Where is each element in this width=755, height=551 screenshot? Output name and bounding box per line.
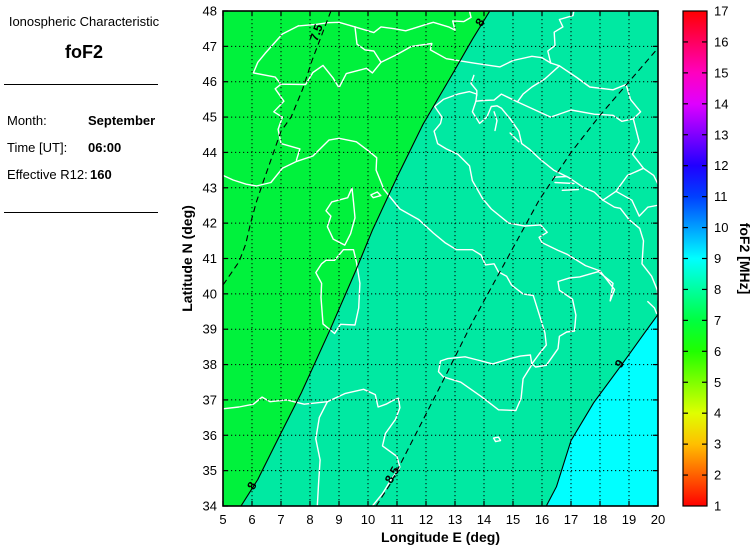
- month-label: Month:: [7, 113, 47, 128]
- r12-value: 160: [90, 167, 112, 182]
- svg-text:11: 11: [390, 512, 404, 527]
- month-value: September: [88, 113, 156, 128]
- svg-text:48: 48: [203, 4, 217, 19]
- svg-text:12: 12: [714, 158, 728, 173]
- sidebar: Ionospheric Characteristic foF2 Month: S…: [0, 0, 178, 551]
- svg-text:5: 5: [714, 375, 721, 390]
- svg-text:10: 10: [361, 512, 375, 527]
- svg-text:6: 6: [714, 344, 721, 359]
- svg-text:7: 7: [714, 313, 721, 328]
- svg-text:19: 19: [622, 512, 636, 527]
- svg-text:37: 37: [203, 392, 217, 407]
- svg-text:9: 9: [714, 251, 721, 266]
- svg-text:34: 34: [203, 499, 217, 514]
- contour-8: [240, 11, 491, 506]
- svg-text:46: 46: [203, 74, 217, 89]
- grid: [223, 11, 658, 506]
- svg-text:45: 45: [203, 110, 217, 125]
- svg-text:35: 35: [203, 463, 217, 478]
- fill-regions: [223, 11, 658, 506]
- svg-text:13: 13: [448, 512, 462, 527]
- svg-text:36: 36: [203, 428, 217, 443]
- x-axis-label: Longitude E (deg): [381, 529, 500, 545]
- svg-text:43: 43: [203, 180, 217, 195]
- svg-text:11: 11: [714, 189, 728, 204]
- y-axis-label: Latitude N (deg): [180, 205, 195, 312]
- svg-text:40: 40: [203, 286, 217, 301]
- band-7-8-region: [223, 11, 490, 506]
- svg-text:15: 15: [506, 512, 520, 527]
- contour-8.5: [375, 47, 658, 506]
- svg-text:17: 17: [714, 4, 728, 19]
- svg-text:17: 17: [564, 512, 578, 527]
- svg-text:39: 39: [203, 322, 217, 337]
- svg-text:38: 38: [203, 357, 217, 372]
- svg-text:9: 9: [335, 512, 342, 527]
- svg-text:5: 5: [219, 512, 226, 527]
- month-row: Month: September: [7, 113, 177, 128]
- time-value: 06:00: [88, 140, 122, 155]
- x-tick-labels: 5 6 7 8 9 10 11 12 13 14 15 16 17 18 19 20: [219, 512, 665, 527]
- svg-text:10: 10: [714, 220, 728, 235]
- svg-text:20: 20: [651, 512, 665, 527]
- svg-text:4: 4: [714, 406, 721, 421]
- divider: [4, 212, 158, 213]
- svg-text:16: 16: [535, 512, 549, 527]
- y-tick-labels: 34 35 36 37 38 39 40 41 42 43 44 45 46 47 48: [203, 4, 217, 514]
- svg-text:13: 13: [714, 127, 728, 142]
- contour-label-7.5: 7.5: [307, 22, 326, 43]
- coastlines: [223, 11, 658, 506]
- contour-9: [545, 314, 658, 506]
- r12-row: Effective R12: 160: [7, 167, 177, 182]
- svg-text:47: 47: [203, 39, 217, 54]
- svg-text:8: 8: [306, 512, 313, 527]
- contour-7.5: [223, 11, 332, 286]
- svg-text:15: 15: [714, 65, 728, 80]
- svg-text:6: 6: [248, 512, 255, 527]
- svg-text:14: 14: [714, 96, 728, 111]
- svg-text:16: 16: [714, 34, 728, 49]
- divider: [4, 84, 158, 85]
- fof2-contour-map: 7.588 8.595 6 7 8 9 10 11 12 13 14 15 16 17 18 19 203435…: [180, 4, 753, 546]
- time-row: Time [UT]: 06:00: [7, 140, 177, 155]
- svg-text:12: 12: [419, 512, 433, 527]
- colorbar-label: foF2 [MHz]: [737, 223, 753, 295]
- svg-text:18: 18: [593, 512, 607, 527]
- svg-text:44: 44: [203, 145, 217, 160]
- svg-text:2: 2: [714, 468, 721, 483]
- band-9-10-region: [546, 314, 658, 506]
- r12-label: Effective R12:: [7, 167, 88, 182]
- svg-text:14: 14: [477, 512, 491, 527]
- svg-text:7: 7: [277, 512, 284, 527]
- svg-text:41: 41: [203, 251, 217, 266]
- svg-text:1: 1: [714, 499, 721, 514]
- svg-text:8: 8: [714, 282, 721, 297]
- page-title: Ionospheric Characteristic: [8, 14, 160, 29]
- svg-text:3: 3: [714, 437, 721, 452]
- axis-ticks: [222, 10, 659, 507]
- svg-text:42: 42: [203, 216, 217, 231]
- characteristic-name: foF2: [65, 42, 103, 62]
- colorbar-ticks: [683, 41, 707, 476]
- time-label: Time [UT]:: [7, 140, 68, 155]
